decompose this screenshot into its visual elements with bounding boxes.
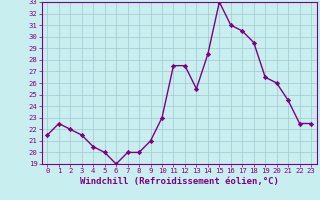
X-axis label: Windchill (Refroidissement éolien,°C): Windchill (Refroidissement éolien,°C) <box>80 177 279 186</box>
